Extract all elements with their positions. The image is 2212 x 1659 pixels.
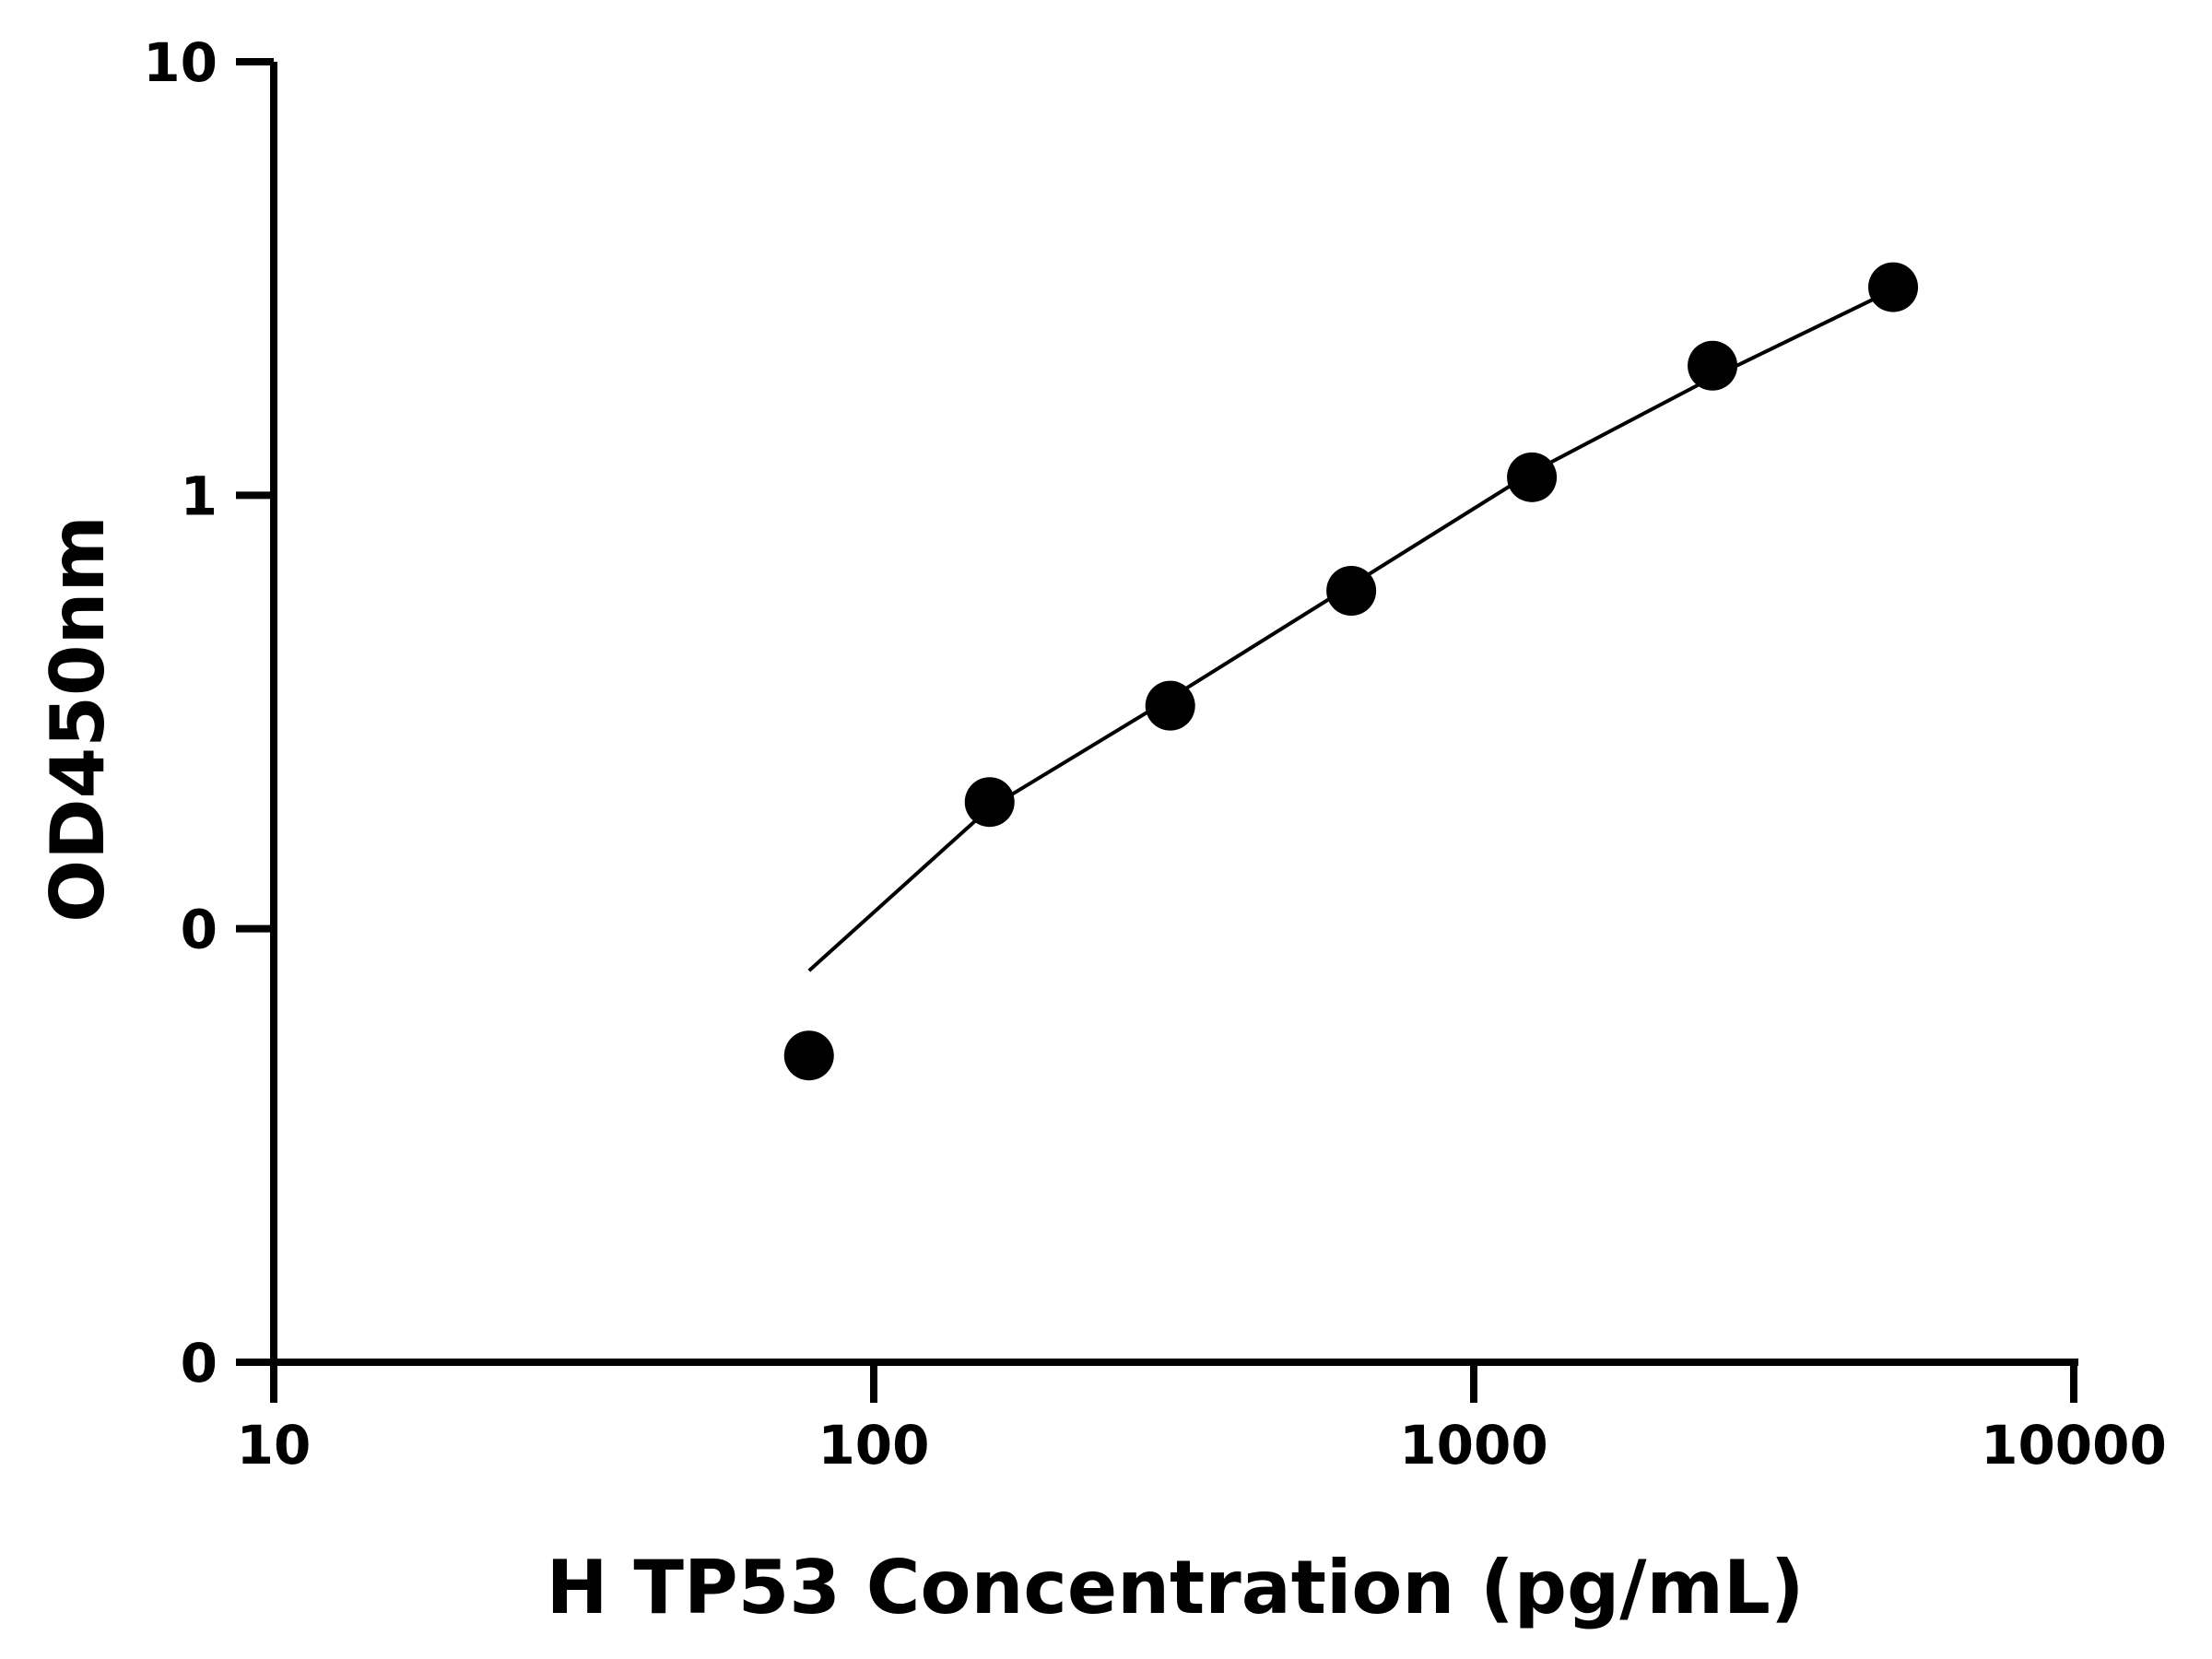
fit-curve	[807, 288, 1894, 972]
x-tick-label: 10	[237, 1414, 312, 1477]
data-point	[1868, 262, 1919, 312]
data-points	[783, 262, 1919, 1081]
data-point	[1507, 452, 1558, 502]
y-tick-label: 0	[181, 1332, 218, 1394]
y-tick-label: 0	[181, 899, 218, 961]
fit-line	[807, 288, 1894, 972]
x-tick-label: 1000	[1399, 1414, 1547, 1477]
y-axis-title: OD450nm	[35, 515, 121, 923]
x-tick-label: 100	[818, 1414, 929, 1477]
data-point	[783, 1030, 834, 1081]
data-point	[1688, 340, 1738, 391]
data-point	[1326, 565, 1377, 616]
y-tick-label: 10	[143, 31, 218, 94]
x-ticks: 10 100 1000 10000	[237, 1362, 2167, 1477]
data-point	[964, 777, 1015, 828]
y-tick-label: 1	[181, 465, 218, 527]
x-tick-label: 10000	[1981, 1414, 2167, 1477]
axes	[236, 62, 2078, 1366]
data-point	[1145, 680, 1195, 731]
x-axis-title: H TP53 Concentration (pg/mL)	[547, 1545, 1805, 1630]
